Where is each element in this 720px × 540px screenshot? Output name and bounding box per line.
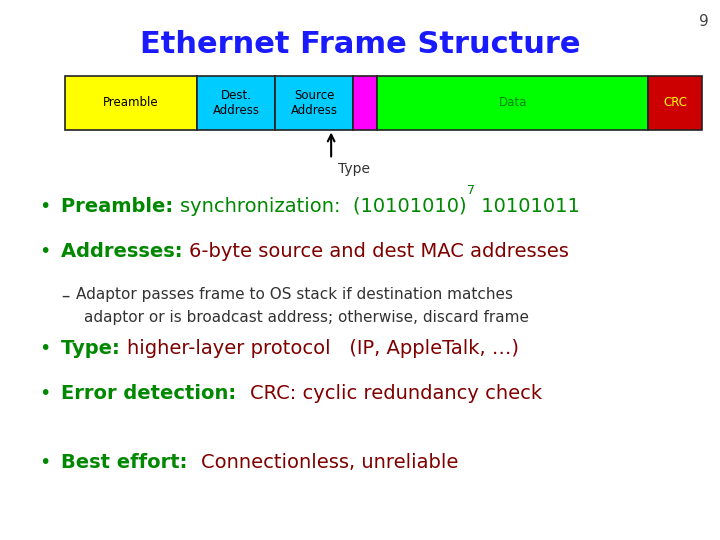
Text: Error detection:: Error detection:	[61, 384, 250, 403]
Text: higher-layer protocol   (IP, AppleTalk, …): higher-layer protocol (IP, AppleTalk, …)	[127, 339, 518, 358]
Text: •: •	[40, 197, 51, 216]
Text: 6-byte source and dest MAC addresses: 6-byte source and dest MAC addresses	[189, 242, 570, 261]
Text: 7: 7	[467, 184, 474, 197]
Text: Type:: Type:	[61, 339, 127, 358]
Text: Dest.
Address: Dest. Address	[212, 89, 260, 117]
Text: CRC: cyclic redundancy check: CRC: cyclic redundancy check	[250, 384, 542, 403]
Text: Best effort:: Best effort:	[61, 454, 201, 472]
Text: •: •	[40, 384, 51, 403]
Text: synchronization:  (10101010): synchronization: (10101010)	[180, 197, 467, 216]
Text: Preamble: Preamble	[103, 96, 158, 109]
Text: 10101011: 10101011	[474, 197, 580, 216]
Text: Addresses:: Addresses:	[61, 242, 189, 261]
Text: Adaptor passes frame to OS stack if destination matches: Adaptor passes frame to OS stack if dest…	[76, 287, 513, 302]
Text: •: •	[40, 454, 51, 472]
Text: adaptor or is broadcast address; otherwise, discard frame: adaptor or is broadcast address; otherwi…	[84, 310, 529, 325]
Text: Data: Data	[498, 96, 527, 109]
Text: Source
Address: Source Address	[291, 89, 338, 117]
Text: •: •	[40, 339, 51, 358]
Text: –: –	[61, 287, 70, 305]
Text: Type: Type	[338, 162, 370, 176]
Text: Connectionless, unreliable: Connectionless, unreliable	[201, 454, 459, 472]
Text: CRC: CRC	[663, 96, 687, 109]
Text: •: •	[40, 242, 51, 261]
Text: 9: 9	[699, 14, 709, 29]
Text: Ethernet Frame Structure: Ethernet Frame Structure	[140, 30, 580, 59]
Text: Preamble:: Preamble:	[61, 197, 180, 216]
